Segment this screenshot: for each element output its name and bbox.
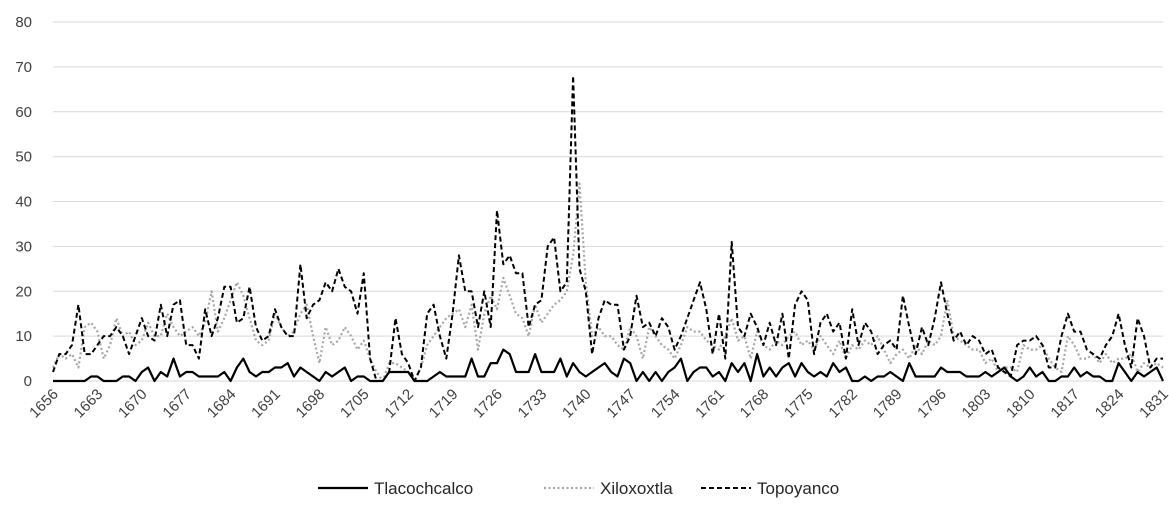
data-point-xiloxoxtla bbox=[71, 353, 73, 355]
x-tick-label: 1803 bbox=[959, 386, 995, 422]
data-point-topoyanco bbox=[807, 299, 809, 301]
x-tick-label: 1824 bbox=[1092, 386, 1128, 422]
x-tick-label: 1810 bbox=[1003, 386, 1039, 422]
data-point-xiloxoxtla bbox=[991, 357, 993, 359]
y-tick-label: 40 bbox=[15, 194, 32, 211]
y-tick-label: 70 bbox=[15, 59, 32, 76]
legend-label-tlacochcalco: Tlacochcalco bbox=[374, 479, 473, 498]
x-tick-label: 1761 bbox=[692, 386, 728, 422]
y-tick-label: 50 bbox=[15, 149, 32, 166]
data-point-topoyanco bbox=[1136, 317, 1138, 319]
data-point-topoyanco bbox=[737, 326, 739, 328]
legend-label-topoyanco: Topoyanco bbox=[757, 479, 839, 498]
data-point-xiloxoxtla bbox=[826, 344, 828, 346]
data-point-xiloxoxtla bbox=[978, 348, 980, 350]
x-tick-label: 1726 bbox=[470, 386, 506, 422]
y-tick-label: 60 bbox=[15, 104, 32, 121]
x-tick-label: 1705 bbox=[337, 386, 373, 422]
y-tick-label: 80 bbox=[15, 14, 32, 31]
x-tick-label: 1712 bbox=[381, 386, 417, 422]
x-tick-label: 1663 bbox=[71, 386, 107, 422]
y-tick-label: 0 bbox=[24, 373, 32, 390]
x-tick-label: 1796 bbox=[914, 386, 950, 422]
data-point-topoyanco bbox=[788, 357, 790, 359]
x-tick-label: 1754 bbox=[648, 386, 684, 422]
x-axis-ticks: 1656 1663 1670 1677 1684 1691 1698 1705 1712 1719… bbox=[26, 386, 1169, 422]
x-tick-label: 1656 bbox=[26, 386, 62, 422]
y-tick-label: 20 bbox=[15, 283, 32, 300]
x-tick-label: 1691 bbox=[248, 386, 284, 422]
x-tick-label: 1719 bbox=[426, 386, 462, 422]
x-tick-label: 1782 bbox=[825, 386, 861, 422]
x-tick-label: 1747 bbox=[603, 386, 639, 422]
data-point-topoyanco bbox=[426, 313, 428, 315]
y-axis-ticks: 0 10 20 30 40 50 60 70 80 bbox=[15, 14, 32, 390]
data-point-topoyanco bbox=[84, 353, 86, 355]
data-point-topoyanco bbox=[718, 313, 720, 315]
y-tick-label: 30 bbox=[15, 238, 32, 255]
x-tick-label: 1677 bbox=[159, 386, 195, 422]
x-tick-label: 1768 bbox=[737, 386, 773, 422]
data-point-xiloxoxtla bbox=[1111, 362, 1113, 364]
data-point-xiloxoxtla bbox=[1086, 357, 1088, 359]
x-tick-label: 1831 bbox=[1136, 386, 1169, 422]
x-tick-label: 1684 bbox=[204, 386, 240, 422]
data-point-xiloxoxtla bbox=[883, 348, 885, 350]
data-point-topoyanco bbox=[572, 75, 574, 77]
data-point-topoyanco bbox=[407, 362, 409, 364]
legend: Tlacochcalco Xiloxoxtla Topoyanco bbox=[318, 479, 839, 498]
series-line-xiloxoxtla bbox=[52, 182, 1164, 383]
x-tick-label: 1817 bbox=[1047, 386, 1083, 422]
series-line-topoyanco bbox=[52, 74, 1163, 382]
gridlines bbox=[53, 21, 1163, 382]
data-point-topoyanco bbox=[686, 317, 688, 319]
series-lines bbox=[52, 74, 1164, 383]
x-tick-label: 1670 bbox=[115, 386, 151, 422]
y-tick-label: 10 bbox=[15, 328, 32, 345]
series-line-tlacochcalco bbox=[53, 348, 1164, 383]
x-tick-label: 1789 bbox=[870, 386, 906, 422]
x-tick-label: 1698 bbox=[293, 386, 329, 422]
data-point-topoyanco bbox=[509, 254, 511, 256]
data-point-xiloxoxtla bbox=[109, 344, 111, 346]
x-tick-label: 1740 bbox=[559, 386, 595, 422]
data-point-xiloxoxtla bbox=[356, 348, 358, 350]
data-point-topoyanco bbox=[553, 236, 555, 238]
data-point-xiloxoxtla bbox=[1029, 348, 1031, 350]
legend-label-xiloxoxtla: Xiloxoxtla bbox=[600, 479, 673, 498]
x-tick-label: 1733 bbox=[515, 386, 551, 422]
x-tick-label: 1775 bbox=[781, 386, 817, 422]
data-point-topoyanco bbox=[255, 326, 257, 328]
